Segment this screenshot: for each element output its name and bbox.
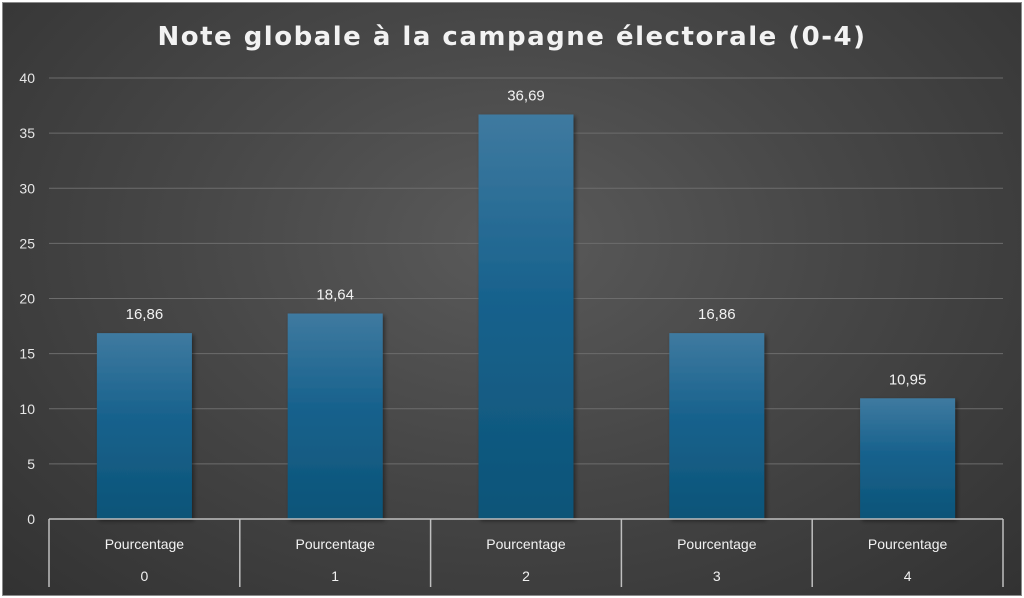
data-label: 10,95 bbox=[889, 371, 927, 388]
y-tick-label: 5 bbox=[27, 456, 35, 472]
y-tick-label: 40 bbox=[19, 70, 35, 86]
bar-2 bbox=[478, 114, 574, 520]
data-label: 16,86 bbox=[698, 306, 736, 323]
bar-chart: Note globale à la campagne électorale (0… bbox=[19, 22, 1004, 587]
series-label: Pourcentage bbox=[295, 536, 375, 552]
y-tick-label: 15 bbox=[19, 346, 35, 362]
data-labels: 16,86 18,64 36,69 16,86 10,95 bbox=[126, 87, 927, 388]
bar-1 bbox=[287, 313, 383, 519]
data-label: 16,86 bbox=[126, 306, 164, 323]
y-tick-label: 10 bbox=[19, 401, 35, 417]
bar-3 bbox=[669, 333, 765, 519]
y-axis: 0 5 10 15 20 25 30 35 40 bbox=[19, 70, 35, 527]
series-label: Pourcentage bbox=[486, 536, 566, 552]
category-label: 1 bbox=[331, 568, 339, 584]
x-axis: Pourcentage 0 Pourcentage 1 Pourcentage 2 Pour… bbox=[48, 518, 1004, 587]
chart-title: Note globale à la campagne électorale (0… bbox=[157, 22, 866, 52]
series-label: Pourcentage bbox=[868, 536, 948, 552]
category-label: 2 bbox=[522, 568, 530, 584]
category-label: 3 bbox=[713, 568, 721, 584]
series-label: Pourcentage bbox=[677, 536, 757, 552]
y-tick-label: 25 bbox=[19, 235, 35, 251]
y-tick-label: 35 bbox=[19, 125, 35, 141]
bars bbox=[96, 114, 956, 520]
category-label: 0 bbox=[141, 568, 149, 584]
series-label: Pourcentage bbox=[105, 536, 185, 552]
category-label: 4 bbox=[904, 568, 912, 584]
data-label: 18,64 bbox=[316, 286, 354, 303]
bar-0 bbox=[96, 333, 192, 519]
y-tick-label: 0 bbox=[27, 511, 35, 527]
data-label: 36,69 bbox=[507, 87, 545, 104]
y-tick-label: 30 bbox=[19, 180, 35, 196]
y-tick-label: 20 bbox=[19, 291, 35, 307]
bar-4 bbox=[860, 398, 956, 519]
